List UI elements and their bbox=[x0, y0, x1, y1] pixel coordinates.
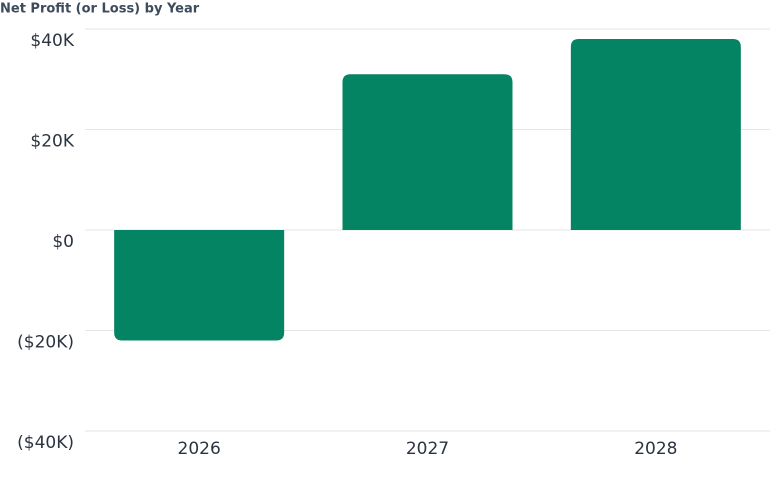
x-tick-label: 2027 bbox=[406, 439, 449, 459]
y-tick-label: $20K bbox=[30, 132, 74, 152]
y-tick-label: $40K bbox=[30, 31, 74, 51]
chart-title: Net Profit (or Loss) by Year bbox=[0, 2, 200, 17]
y-tick-label: ($40K) bbox=[17, 433, 74, 453]
x-tick-label: 2028 bbox=[634, 439, 677, 459]
bar bbox=[342, 74, 513, 230]
y-tick-label: ($20K) bbox=[17, 333, 74, 353]
x-tick-label: 2026 bbox=[178, 439, 221, 459]
bar bbox=[570, 39, 741, 230]
bar bbox=[114, 230, 285, 341]
y-tick-label: $0 bbox=[52, 232, 74, 252]
